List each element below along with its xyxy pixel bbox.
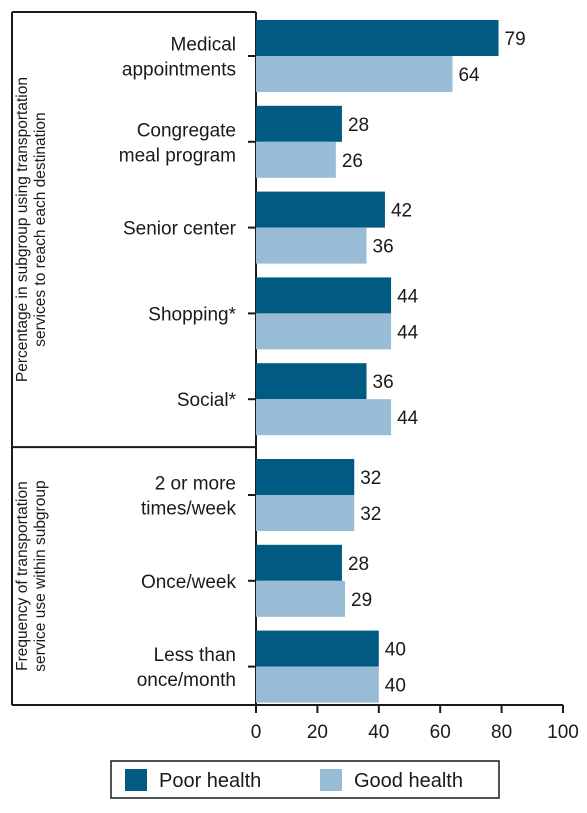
category-label: Medical [171,35,236,56]
x-tick-label: 60 [430,722,451,743]
category-label: meal program [119,145,236,166]
legend-swatch-poor-health [125,769,147,791]
x-tick-label: 20 [307,722,328,743]
value-label: 79 [505,29,526,50]
category-label: Social* [177,390,237,411]
bar-good-health [256,313,392,350]
bar-poor-health [256,630,379,667]
group-label: service use within subgroup [32,480,49,671]
x-tick-label: 40 [368,722,389,743]
bar-poor-health [256,363,367,400]
bar-poor-health [256,20,499,56]
value-label: 28 [348,115,369,136]
bar-good-health [256,56,453,92]
value-label: 26 [342,151,363,172]
value-label: 44 [397,408,419,429]
bar-good-health [256,495,355,531]
bar-good-health [256,227,367,264]
legend-swatch-good-health [320,769,342,791]
value-label: 36 [373,237,394,258]
bar-poor-health [256,277,392,314]
bar-good-health [256,399,392,436]
bar-poor-health [256,459,355,495]
value-label: 40 [385,640,406,661]
value-label: 28 [348,554,369,575]
bar-good-health [256,580,346,617]
category-label: 2 or more [155,474,236,495]
category-label: Once/week [141,572,237,593]
legend-label: Poor health [159,770,261,792]
category-label: Less than [154,645,236,666]
value-label: 64 [458,65,480,86]
category-label: times/week [141,499,237,520]
legend-box [110,760,500,799]
x-tick-label: 0 [251,722,262,743]
value-label: 32 [360,504,381,525]
value-label: 40 [385,676,406,697]
value-label: 29 [351,590,372,611]
group-label: services to reach each destination [32,112,49,346]
bar-good-health [256,666,379,703]
value-label: 32 [360,468,381,489]
value-label: 44 [397,286,419,307]
category-label: once/month [137,670,236,691]
category-label: appointments [122,60,236,81]
legend-label: Good health [354,770,463,792]
value-label: 44 [397,322,419,343]
category-label: Congregate [137,120,236,141]
x-tick-label: 100 [547,722,579,743]
category-label: Senior center [123,219,237,240]
bar-good-health [256,141,336,178]
group-label: Percentage in subgroup using transportat… [14,77,31,382]
bar-poor-health [256,105,342,142]
category-label: Shopping* [148,304,236,325]
group-label: Frequency of transportation [14,481,31,671]
value-label: 36 [373,372,394,393]
bar-poor-health [256,544,342,581]
x-tick-label: 80 [491,722,512,743]
bar-poor-health [256,191,385,228]
value-label: 42 [391,201,412,222]
